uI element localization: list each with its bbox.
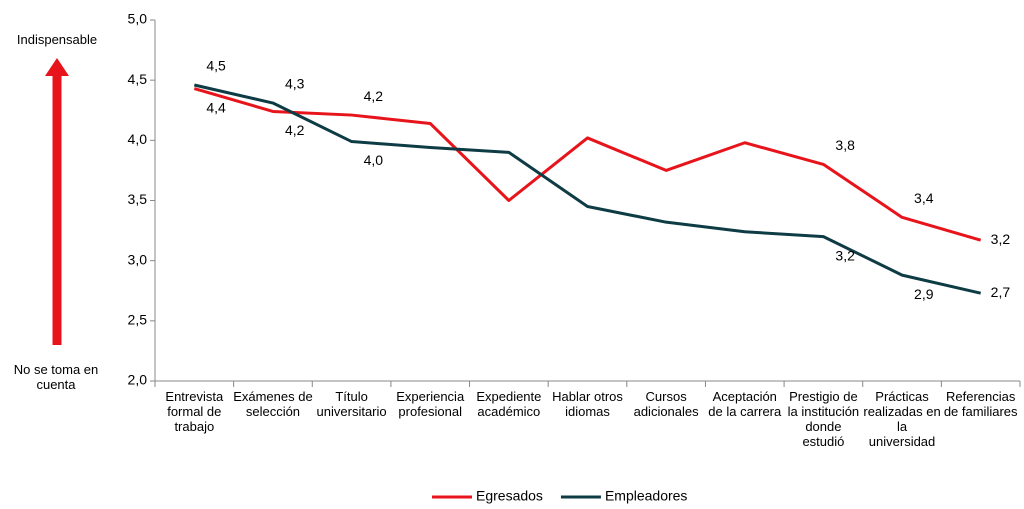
x-tick-label: Expediente académico xyxy=(476,389,542,419)
data-label: 3,8 xyxy=(835,137,855,153)
annotation: No se toma en cuenta xyxy=(13,362,99,392)
x-tick-label: Hablar otros idiomas xyxy=(552,389,623,419)
x-tick-label: Exámenes de selección xyxy=(233,389,313,419)
data-label: 4,4 xyxy=(206,99,226,115)
legend-label: Egresados xyxy=(476,488,543,504)
x-tick-label: Prácticas realizadas en la universidad xyxy=(863,389,941,449)
x-tick-label: Aceptación de la carrera xyxy=(708,389,782,419)
annotation: Indispensable xyxy=(16,32,98,47)
data-label: 2,9 xyxy=(914,286,934,302)
data-label: 3,4 xyxy=(914,190,934,206)
series-line xyxy=(193,87,982,242)
data-label: 4,5 xyxy=(206,58,226,74)
data-label: 4,3 xyxy=(285,76,305,92)
y-tick-label: 4,0 xyxy=(128,131,148,147)
y-tick-label: 3,5 xyxy=(128,191,148,207)
y-tick-label: 4,5 xyxy=(128,71,148,87)
x-tick-label: Prestigio de la institución donde estudi… xyxy=(787,389,860,449)
arrow-head xyxy=(45,58,69,76)
y-tick-label: 5,0 xyxy=(128,11,148,27)
data-label: 3,2 xyxy=(991,231,1011,247)
y-tick-label: 2,0 xyxy=(128,372,148,388)
y-tick-label: 2,5 xyxy=(128,312,148,328)
x-tick-label: Entrevista formal de trabajo xyxy=(165,389,224,434)
y-tick-label: 3,0 xyxy=(128,251,148,267)
x-tick-label: Referencias de familiares xyxy=(943,389,1018,419)
x-tick-label: Cursos adicionales xyxy=(633,389,699,419)
series-line xyxy=(193,83,982,295)
data-label: 4,2 xyxy=(364,88,384,104)
data-label: 4,2 xyxy=(285,122,305,138)
legend-label: Empleadores xyxy=(605,488,688,504)
data-label: 3,2 xyxy=(835,247,855,263)
data-label: 4,0 xyxy=(364,152,384,168)
x-tick-label: Experiencia profesional xyxy=(396,389,465,419)
x-tick-label: Título universitario xyxy=(316,389,387,419)
data-label: 2,7 xyxy=(991,284,1011,300)
